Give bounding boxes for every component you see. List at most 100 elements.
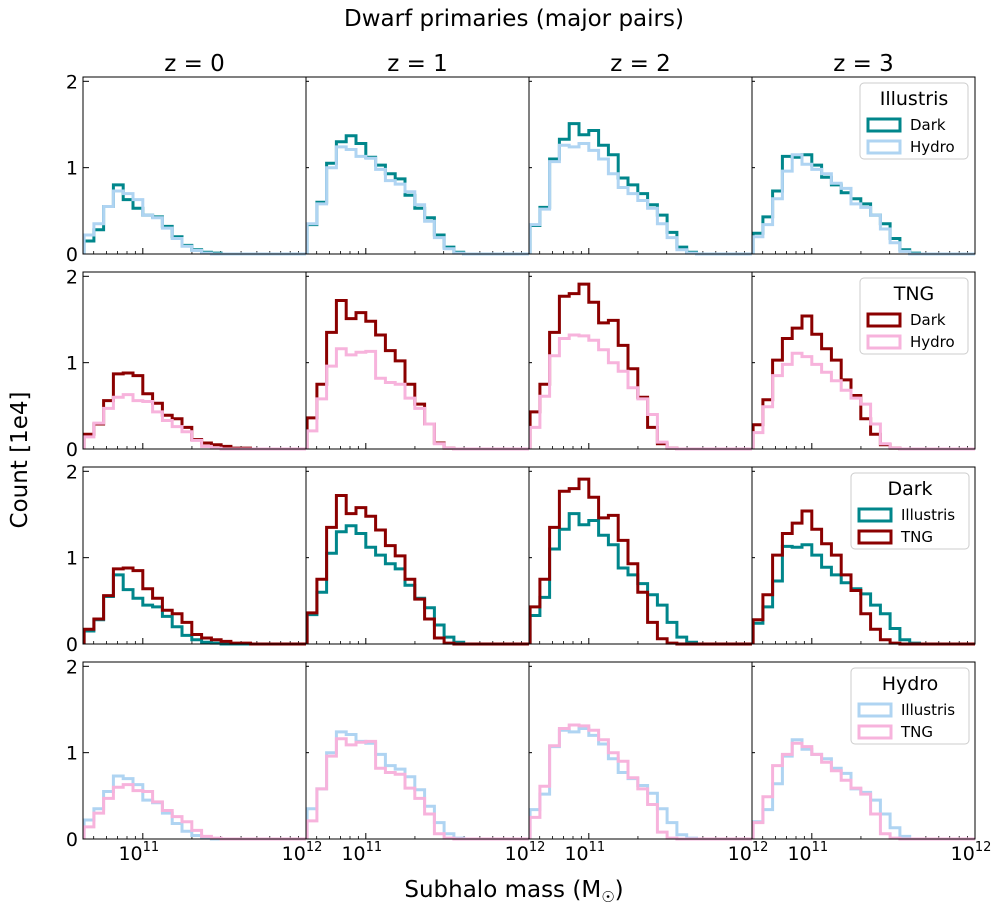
series-tng_dark bbox=[82, 371, 306, 451]
panel-grid: 012IllustrisDarkHydro012TNGDarkHydro012D… bbox=[66, 71, 991, 865]
legend-label: Illustris bbox=[901, 506, 955, 524]
panel-r4-c3: 1011 1012 bbox=[528, 661, 769, 865]
series-tng_dark bbox=[305, 299, 529, 451]
x-tick-base: 10 bbox=[341, 843, 365, 865]
x-tick-exponent: 12 bbox=[975, 840, 992, 855]
series-illustris_dark bbox=[305, 134, 529, 256]
x-tick-base: 10 bbox=[951, 843, 975, 865]
x-tick-exponent: 12 bbox=[529, 840, 546, 855]
panel-r3-c1: 0 1 2 bbox=[66, 461, 307, 656]
panel-r2-c4 bbox=[751, 271, 976, 451]
y-tick-label: 2 bbox=[66, 656, 78, 678]
x-tick-label: 1012 bbox=[728, 840, 769, 865]
y-tick-label: 1 bbox=[66, 743, 78, 765]
x-axis-label-close: ) bbox=[615, 877, 624, 903]
legend-title: Dark bbox=[887, 478, 932, 500]
legend-label: Hydro bbox=[910, 333, 955, 351]
panel-r2-c1: 0 1 2 bbox=[66, 266, 307, 461]
legend-label: Dark bbox=[910, 311, 946, 329]
panel-frame bbox=[528, 76, 753, 255]
panel-frame bbox=[305, 661, 530, 840]
x-tick-base: 10 bbox=[728, 843, 752, 865]
x-tick-base: 10 bbox=[787, 843, 811, 865]
series-tng_dark bbox=[528, 477, 752, 646]
panel-frame bbox=[751, 466, 976, 645]
legend-title: Illustris bbox=[880, 88, 949, 110]
column-title: z = 3 bbox=[833, 51, 894, 77]
panel-r3-c4 bbox=[751, 466, 976, 646]
panel-frame bbox=[751, 661, 976, 840]
series-tng_hydro bbox=[305, 347, 529, 451]
column-title: z = 1 bbox=[387, 51, 448, 77]
x-axis-label: Subhalo mass (M☉) bbox=[404, 877, 623, 906]
legend-swatch bbox=[857, 702, 893, 718]
series-illustris_hydro bbox=[305, 730, 529, 841]
y-axis-label: Count [1e4] bbox=[7, 392, 33, 529]
series-illustris_dark bbox=[528, 512, 752, 646]
legend-row-4: Hydro Illustris TNG bbox=[850, 667, 970, 745]
panel-frame bbox=[528, 661, 753, 840]
y-tick-label: 2 bbox=[66, 71, 78, 93]
y-tick-label: 1 bbox=[66, 158, 78, 180]
legend-label: TNG bbox=[900, 723, 933, 741]
x-tick-base: 10 bbox=[505, 843, 529, 865]
series-illustris_dark bbox=[751, 153, 975, 256]
legend-title: TNG bbox=[893, 283, 935, 305]
x-axis-label-sub: ☉ bbox=[601, 888, 614, 906]
y-tick-label: 0 bbox=[66, 634, 78, 656]
x-tick-exponent: 11 bbox=[366, 840, 383, 855]
panel-frame bbox=[82, 76, 307, 255]
panel-frame bbox=[305, 76, 530, 255]
x-tick-label: 1012 bbox=[505, 840, 546, 865]
panel-frame bbox=[751, 76, 976, 255]
series-tng_dark bbox=[82, 566, 306, 646]
legend-swatch bbox=[866, 334, 902, 350]
legend-swatch bbox=[857, 507, 893, 523]
panel-frame bbox=[528, 271, 753, 450]
series-illustris_hydro bbox=[528, 142, 752, 256]
y-tick-label: 0 bbox=[66, 439, 78, 461]
series-tng_dark bbox=[528, 282, 752, 451]
x-tick-label: 1011 bbox=[564, 840, 605, 865]
legend-label: Illustris bbox=[901, 701, 955, 719]
panel-frame bbox=[305, 466, 530, 645]
y-tick-label: 0 bbox=[66, 244, 78, 266]
legend-swatch bbox=[857, 529, 893, 545]
series-illustris_dark bbox=[82, 183, 306, 256]
figure-title: Dwarf primaries (major pairs) bbox=[344, 6, 684, 32]
x-tick-label: 1011 bbox=[341, 840, 382, 865]
legend-title: Hydro bbox=[882, 673, 939, 695]
x-tick-label: 1012 bbox=[282, 840, 323, 865]
x-tick-label: 1012 bbox=[951, 840, 992, 865]
legend-swatch bbox=[866, 312, 902, 328]
panel-frame bbox=[751, 271, 976, 450]
panel-frame bbox=[82, 661, 307, 840]
x-tick-exponent: 11 bbox=[589, 840, 606, 855]
series-illustris_dark bbox=[751, 543, 975, 646]
series-illustris_dark bbox=[528, 122, 752, 256]
legend-row-3: Dark Illustris TNG bbox=[850, 472, 970, 550]
panel-r2-c2 bbox=[305, 271, 530, 451]
legend-label: Dark bbox=[910, 116, 946, 134]
legend-label: TNG bbox=[900, 528, 933, 546]
x-tick-base: 10 bbox=[282, 843, 306, 865]
panel-frame bbox=[82, 271, 307, 450]
panel-r1-c1: 0 1 2 bbox=[66, 71, 307, 266]
series-tng_hydro bbox=[528, 723, 752, 841]
series-tng_hydro bbox=[528, 333, 752, 451]
x-tick-exponent: 11 bbox=[812, 840, 829, 855]
x-tick-exponent: 12 bbox=[306, 840, 323, 855]
panel-r1-c3 bbox=[528, 76, 753, 256]
y-tick-label: 2 bbox=[66, 266, 78, 288]
series-tng_hydro bbox=[751, 351, 975, 451]
column-title: z = 0 bbox=[164, 51, 225, 77]
series-tng_hydro bbox=[82, 783, 306, 841]
series-illustris_hydro bbox=[305, 145, 529, 256]
legend-row-1: Illustris Dark Hydro bbox=[859, 82, 969, 160]
panel-r1-c4 bbox=[751, 76, 976, 256]
x-tick-base: 10 bbox=[118, 843, 142, 865]
panel-frame bbox=[82, 466, 307, 645]
x-tick-label: 1011 bbox=[118, 840, 159, 865]
